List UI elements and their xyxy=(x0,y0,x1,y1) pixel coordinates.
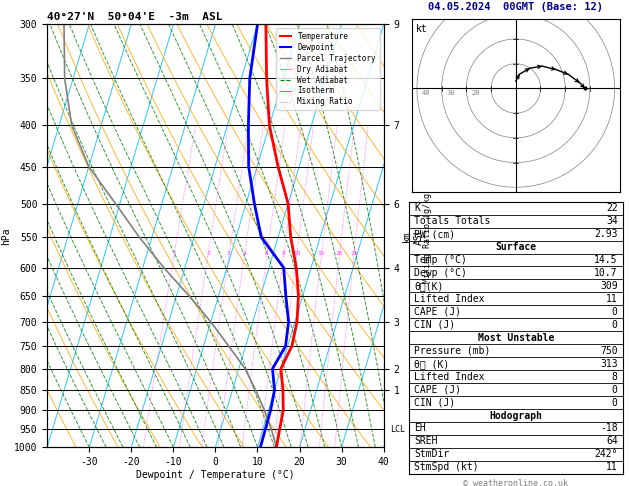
Text: StmSpd (kt): StmSpd (kt) xyxy=(414,462,479,472)
Text: 6: 6 xyxy=(265,251,269,256)
Text: 3: 3 xyxy=(227,251,231,256)
Text: Lifted Index: Lifted Index xyxy=(414,294,484,304)
X-axis label: Dewpoint / Temperature (°C): Dewpoint / Temperature (°C) xyxy=(136,469,295,480)
Text: CAPE (J): CAPE (J) xyxy=(414,307,461,317)
Text: 313: 313 xyxy=(600,359,618,369)
Text: Lifted Index: Lifted Index xyxy=(414,372,484,382)
Text: 40: 40 xyxy=(422,90,430,96)
Text: Temp (°C): Temp (°C) xyxy=(414,255,467,265)
Text: 1: 1 xyxy=(172,251,176,256)
Text: θᴀ (K): θᴀ (K) xyxy=(414,359,449,369)
Text: Mixing Ratio (g/kg): Mixing Ratio (g/kg) xyxy=(423,188,432,283)
Text: 22: 22 xyxy=(606,203,618,213)
Text: © weatheronline.co.uk: © weatheronline.co.uk xyxy=(464,479,568,486)
Text: 10: 10 xyxy=(293,251,301,256)
Text: 2.93: 2.93 xyxy=(594,229,618,239)
Text: Pressure (mb): Pressure (mb) xyxy=(414,346,490,356)
Text: Totals Totals: Totals Totals xyxy=(414,216,490,226)
Text: 20: 20 xyxy=(471,90,480,96)
Text: 20: 20 xyxy=(336,251,343,256)
Text: CAPE (J): CAPE (J) xyxy=(414,384,461,395)
Text: StmDir: StmDir xyxy=(414,450,449,459)
Text: 40°27'N  50°04'E  -3m  ASL: 40°27'N 50°04'E -3m ASL xyxy=(47,12,223,22)
Text: K: K xyxy=(414,203,420,213)
Text: 64: 64 xyxy=(606,436,618,447)
Text: Dewp (°C): Dewp (°C) xyxy=(414,268,467,278)
Text: 750: 750 xyxy=(600,346,618,356)
Text: 11: 11 xyxy=(606,462,618,472)
Text: 14.5: 14.5 xyxy=(594,255,618,265)
Text: PW (cm): PW (cm) xyxy=(414,229,455,239)
Text: CIN (J): CIN (J) xyxy=(414,320,455,330)
Text: 15: 15 xyxy=(318,251,325,256)
Text: 8: 8 xyxy=(282,251,286,256)
Text: 4: 4 xyxy=(242,251,246,256)
Text: 10.7: 10.7 xyxy=(594,268,618,278)
Text: 0: 0 xyxy=(612,384,618,395)
Text: 0: 0 xyxy=(612,307,618,317)
Text: 309: 309 xyxy=(600,281,618,291)
Legend: Temperature, Dewpoint, Parcel Trajectory, Dry Adiabat, Wet Adiabat, Isotherm, Mi: Temperature, Dewpoint, Parcel Trajectory… xyxy=(276,28,380,110)
Text: 25: 25 xyxy=(350,251,357,256)
Text: θᴀ(K): θᴀ(K) xyxy=(414,281,443,291)
Text: 8: 8 xyxy=(612,372,618,382)
Y-axis label: hPa: hPa xyxy=(1,227,11,244)
Text: 0: 0 xyxy=(612,398,618,408)
Text: 30: 30 xyxy=(447,90,455,96)
Text: EH: EH xyxy=(414,423,426,434)
Text: SREH: SREH xyxy=(414,436,437,447)
Text: -18: -18 xyxy=(600,423,618,434)
Text: 11: 11 xyxy=(606,294,618,304)
Text: Hodograph: Hodograph xyxy=(489,411,542,420)
Text: 0: 0 xyxy=(612,320,618,330)
Text: 04.05.2024  00GMT (Base: 12): 04.05.2024 00GMT (Base: 12) xyxy=(428,2,603,12)
Text: Most Unstable: Most Unstable xyxy=(477,333,554,343)
Text: 34: 34 xyxy=(606,216,618,226)
Y-axis label: km
ASL: km ASL xyxy=(402,227,424,244)
Text: kt: kt xyxy=(416,24,428,35)
Text: CIN (J): CIN (J) xyxy=(414,398,455,408)
Text: Surface: Surface xyxy=(495,242,537,252)
Text: 2: 2 xyxy=(206,251,209,256)
Text: LCL: LCL xyxy=(391,425,406,434)
Text: 242°: 242° xyxy=(594,450,618,459)
